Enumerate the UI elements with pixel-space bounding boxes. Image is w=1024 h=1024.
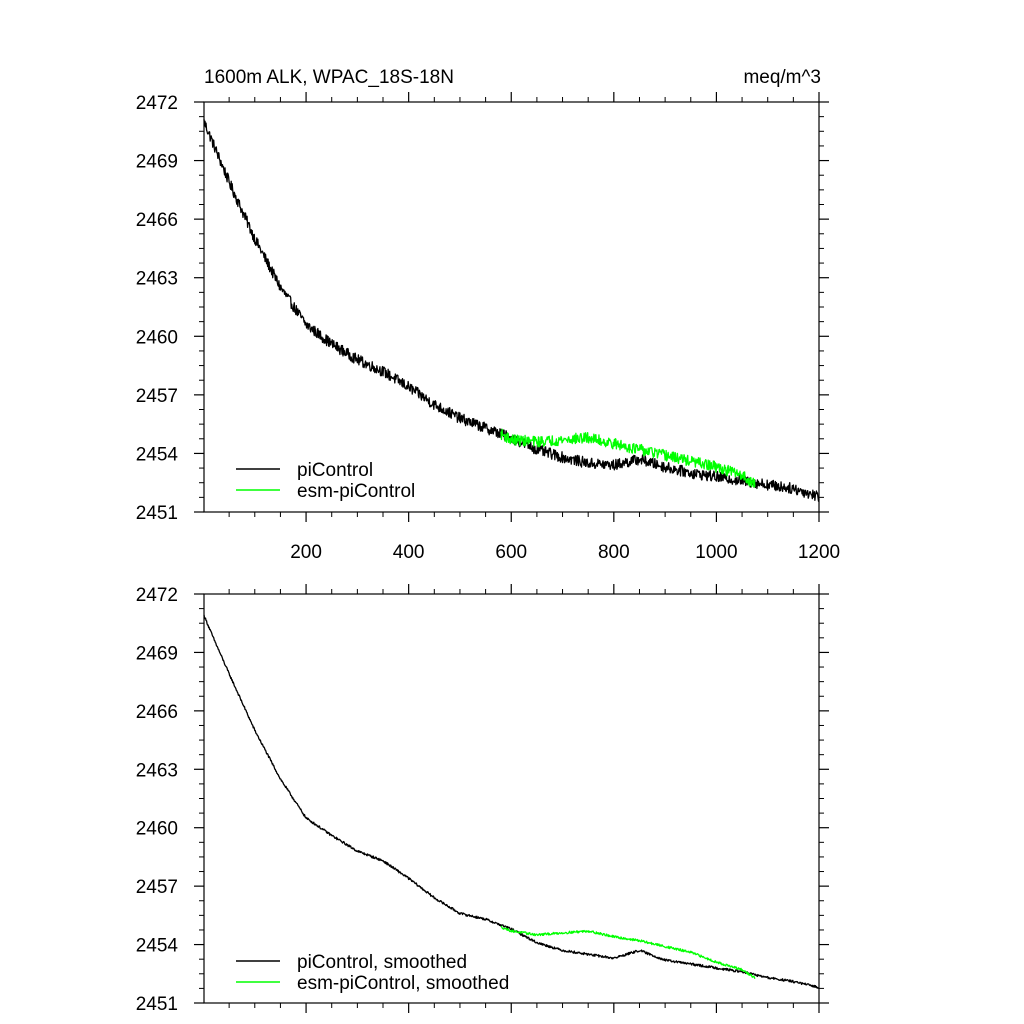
chart-panel-1: 2451 2454 2457 2460 2463 2466 2469 2472 200 400 60… xyxy=(136,67,840,563)
chart-panel-2: 2451 2454 2457 2460 2463 2466 2469 2472 piContro… xyxy=(136,584,829,1015)
y-tick-label: 2469 xyxy=(136,152,178,173)
x-tick-label: 400 xyxy=(393,542,425,563)
x-tick-label: 800 xyxy=(598,542,630,563)
y-tick-label: 2466 xyxy=(136,210,178,231)
x-tick-label: 200 xyxy=(290,542,322,563)
y-tick-label: 2451 xyxy=(136,994,178,1015)
x-tick-label: 1200 xyxy=(798,542,840,563)
y-tick-label: 2451 xyxy=(136,503,178,524)
series-line-esm-picontrol-smoothed xyxy=(500,925,756,979)
legend-label: piControl, smoothed xyxy=(297,952,467,973)
y-tick-label: 2472 xyxy=(136,585,178,606)
legend-label: piControl xyxy=(297,460,373,481)
y-tick-label: 2463 xyxy=(136,760,178,781)
y-tick-label: 2469 xyxy=(136,643,178,664)
chart-title: 1600m ALK, WPAC_18S-18N xyxy=(204,67,454,88)
plot-frame xyxy=(203,593,820,1004)
units-label: meq/m^3 xyxy=(743,67,821,88)
y-tick-label: 2454 xyxy=(136,444,179,465)
legend-label: esm-piControl, smoothed xyxy=(297,973,509,994)
legend-label: esm-piControl xyxy=(297,481,415,502)
y-tick-label: 2460 xyxy=(136,819,178,840)
series-line-picontrol xyxy=(203,119,820,502)
series-line-esm-picontrol xyxy=(500,428,756,488)
series-line-picontrol-smoothed xyxy=(203,614,820,989)
y-tick-label: 2463 xyxy=(136,269,178,290)
y-tick-label: 2466 xyxy=(136,702,178,723)
y-tick-label: 2457 xyxy=(136,877,178,898)
x-tick-label: 600 xyxy=(495,542,527,563)
x-tick-label: 1000 xyxy=(695,542,737,563)
y-tick-label: 2454 xyxy=(136,936,179,957)
y-tick-label: 2472 xyxy=(136,93,178,114)
y-tick-label: 2457 xyxy=(136,386,178,407)
y-tick-label: 2460 xyxy=(136,327,178,348)
